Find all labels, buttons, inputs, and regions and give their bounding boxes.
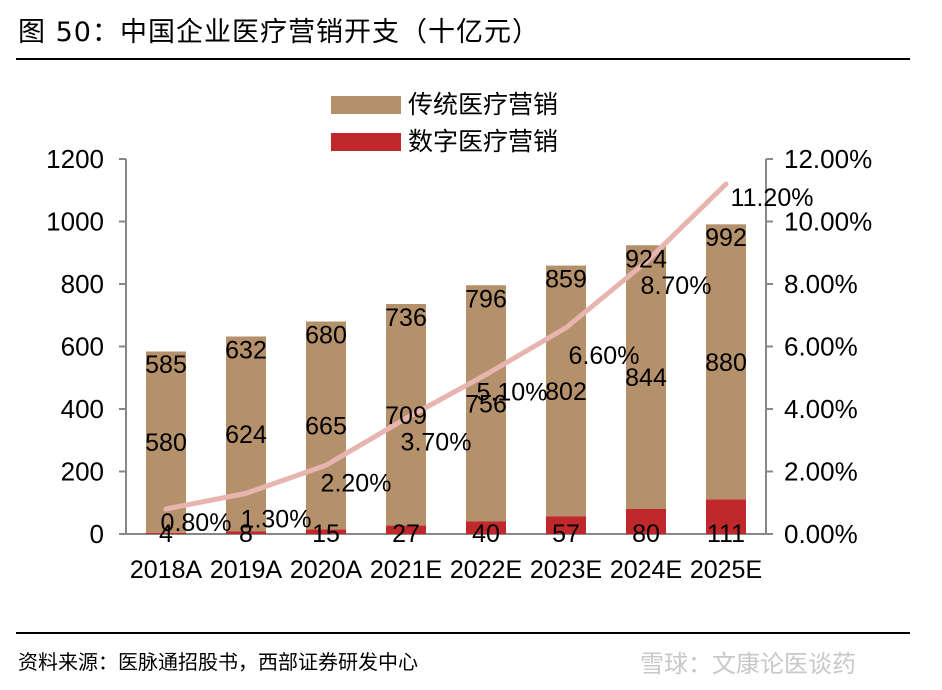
x-axis-category-label: 2018A xyxy=(130,556,203,584)
right-axis-tick-label: 10.00% xyxy=(784,207,872,237)
right-axis-tick-label: 4.00% xyxy=(784,394,858,424)
x-axis-category-label: 2020A xyxy=(290,556,363,584)
x-axis-category-label: 2025E xyxy=(690,556,762,584)
data-label-traditional: 756 xyxy=(465,390,507,418)
bar-traditional-marketing xyxy=(626,245,666,509)
left-axis-tick-label: 0 xyxy=(90,519,104,549)
legend-label: 数字医疗营销 xyxy=(408,128,558,156)
bar-digital-marketing xyxy=(626,509,666,534)
x-axis-category-label: 2021E xyxy=(370,556,442,584)
data-label-total: 924 xyxy=(625,245,667,273)
bar-traditional-marketing xyxy=(386,304,426,526)
data-label-total: 859 xyxy=(545,266,587,294)
left-axis-tick-label: 400 xyxy=(61,394,104,424)
x-axis-category-label: 2024E xyxy=(610,556,682,584)
data-label-total: 992 xyxy=(705,224,747,252)
data-label-traditional: 844 xyxy=(625,364,667,392)
data-label-traditional: 880 xyxy=(705,349,747,377)
bar-digital-marketing xyxy=(306,529,346,534)
right-axis-tick-label: 0.00% xyxy=(784,519,858,549)
left-axis-tick-label: 1000 xyxy=(46,207,104,237)
x-axis-category-label: 2019A xyxy=(210,556,283,584)
bar-digital-marketing xyxy=(706,499,746,534)
data-label-share: 8.70% xyxy=(641,272,712,300)
data-label-share: 0.80% xyxy=(161,509,232,537)
left-axis-tick-label: 800 xyxy=(61,269,104,299)
data-label-digital: 40 xyxy=(472,520,500,548)
bar-traditional-marketing xyxy=(146,351,186,533)
watermark: 雪球：文康论医谈药 xyxy=(640,650,856,678)
data-label-share: 3.70% xyxy=(401,428,472,456)
bar-digital-marketing xyxy=(466,521,506,534)
data-label-share: 1.30% xyxy=(241,505,312,533)
bar-digital-marketing xyxy=(386,525,426,534)
data-label-digital: 111 xyxy=(707,520,745,548)
data-label-total: 632 xyxy=(225,337,267,365)
data-label-digital: 8 xyxy=(239,520,253,548)
bar-traditional-marketing xyxy=(306,321,346,530)
data-label-traditional: 665 xyxy=(305,412,347,440)
x-axis-category-label: 2023E xyxy=(530,556,602,584)
data-label-share: 5.10% xyxy=(477,379,548,407)
bar-traditional-marketing xyxy=(706,224,746,500)
left-axis-tick-label: 200 xyxy=(61,457,104,487)
chart: 0 200 400 600 800 1000 1200 0.00% 2.00% 4.00% 6.00… xyxy=(46,91,872,584)
right-axis-tick-label: 12.00% xyxy=(784,144,872,174)
data-label-traditional: 802 xyxy=(545,378,587,406)
top-rule xyxy=(16,58,910,60)
data-label-traditional: 709 xyxy=(385,402,427,430)
bar-digital-marketing xyxy=(146,532,186,534)
data-label-share: 6.60% xyxy=(569,342,640,370)
bottom-rule xyxy=(16,632,910,634)
data-label-digital: 4 xyxy=(159,520,173,548)
data-label-traditional: 624 xyxy=(225,421,267,449)
data-label-total: 680 xyxy=(305,322,347,350)
data-label-total: 796 xyxy=(465,285,507,313)
data-label-traditional: 580 xyxy=(145,429,187,457)
bar-digital-marketing xyxy=(546,516,586,534)
figure-title: 图 50：中国企业医疗营销开支（十亿元） xyxy=(18,17,540,48)
bar-traditional-marketing xyxy=(226,336,266,532)
bar-traditional-marketing xyxy=(546,265,586,517)
right-axis-tick-label: 2.00% xyxy=(784,457,858,487)
data-label-digital: 80 xyxy=(632,520,660,548)
bar-digital-marketing xyxy=(226,531,266,534)
x-axis-category-label: 2022E xyxy=(450,556,522,584)
data-label-digital: 15 xyxy=(312,520,340,548)
right-axis-tick-label: 8.00% xyxy=(784,269,858,299)
data-label-total: 585 xyxy=(145,351,187,379)
digital-share-line xyxy=(163,181,729,512)
right-axis-tick-label: 6.00% xyxy=(784,332,858,362)
data-label-share: 2.20% xyxy=(321,469,392,497)
data-label-digital: 27 xyxy=(392,520,420,548)
legend-swatch xyxy=(331,133,401,151)
data-label-digital: 57 xyxy=(552,520,580,548)
data-label-share: 11.20% xyxy=(731,184,814,212)
source-note: 资料来源：医脉通招股书，西部证券研发中心 xyxy=(18,650,418,674)
left-axis-tick-label: 1200 xyxy=(46,144,104,174)
left-axis-tick-label: 600 xyxy=(61,332,104,362)
bar-traditional-marketing xyxy=(466,285,506,522)
legend-label: 传统医疗营销 xyxy=(408,91,558,119)
data-label-total: 736 xyxy=(385,304,427,332)
legend-swatch xyxy=(331,96,401,114)
